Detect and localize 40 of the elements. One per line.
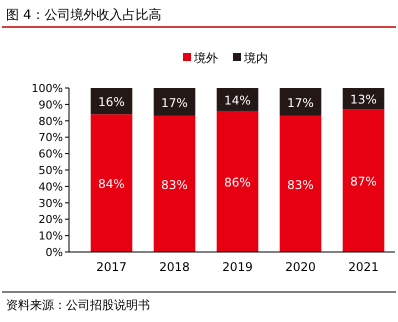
bar xyxy=(154,116,196,252)
x-tick-label: 2019 xyxy=(222,260,253,274)
text: 资料来源：公司招股说明书 xyxy=(6,298,150,312)
legend-label: 境内 xyxy=(243,51,268,65)
data-label: 84% xyxy=(98,177,125,192)
y-tick-label: 90% xyxy=(38,98,63,112)
data-label: 17% xyxy=(161,96,188,110)
bar xyxy=(90,114,132,252)
data-label: 83% xyxy=(161,178,188,192)
y-tick-label: 0% xyxy=(46,246,63,259)
y-tick-label: 40% xyxy=(38,180,63,194)
x-tick-label: 2018 xyxy=(159,260,190,274)
data-label: 13% xyxy=(350,92,377,107)
x-tick-label: 2021 xyxy=(348,260,379,274)
y-tick-label: 30% xyxy=(38,196,63,210)
y-tick-label: 100% xyxy=(32,82,63,95)
x-tick-label: 2017 xyxy=(96,260,127,274)
data-label: 17% xyxy=(287,96,314,110)
data-label: 87% xyxy=(350,174,377,189)
bar xyxy=(280,88,322,116)
bar xyxy=(154,88,196,116)
title: 图 4：公司境外收入占比高 xyxy=(6,8,162,23)
y-tick-label: 50% xyxy=(38,164,63,177)
bar xyxy=(342,88,384,110)
x-tick-label: 2020 xyxy=(285,260,316,274)
bar xyxy=(90,88,132,114)
bar xyxy=(216,110,258,252)
y-tick-label: 10% xyxy=(38,230,63,243)
data-label: 16% xyxy=(98,95,125,110)
y-tick-label: 20% xyxy=(38,213,63,226)
data-label: 83% xyxy=(287,178,314,192)
data-label: 14% xyxy=(224,93,251,108)
bar xyxy=(342,109,384,252)
y-tick-label: 80% xyxy=(38,114,63,128)
y-tick-label: 70% xyxy=(38,131,63,144)
bar xyxy=(280,116,322,252)
bar xyxy=(216,88,258,111)
legend-label: 境外 xyxy=(193,51,218,65)
data-label: 86% xyxy=(224,175,251,190)
y-tick-label: 60% xyxy=(38,148,63,161)
